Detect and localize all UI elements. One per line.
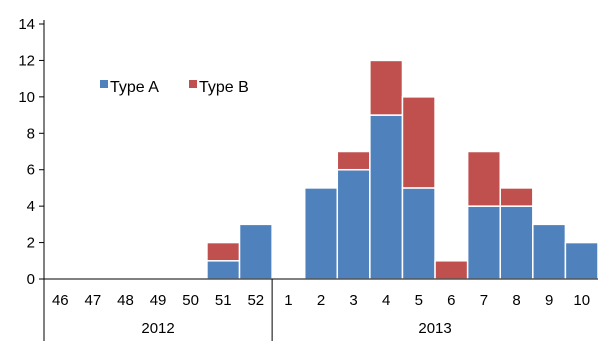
x-tick-label-48-2: 48: [117, 292, 134, 309]
y-tick-label-12: 12: [18, 52, 35, 69]
y-tick-label-14: 14: [18, 16, 35, 33]
bar-type-a-10: [564, 241, 598, 280]
bar-type-a-8: [499, 205, 534, 280]
legend-swatch-type-a: [100, 80, 108, 88]
x-tick-label-47-1: 47: [85, 292, 102, 309]
x-tick-label-52-6: 52: [247, 292, 264, 309]
bar-type-b-5: [401, 96, 436, 189]
x-tick-label-9-15: 9: [545, 292, 553, 309]
y-tick-label-2: 2: [27, 235, 35, 252]
x-tick-label-6-12: 6: [447, 292, 455, 309]
bar-type-a-51: [206, 260, 241, 280]
group-label-2013: 2013: [418, 320, 451, 337]
y-tick-label-10: 10: [18, 89, 35, 106]
bar-type-b-7: [466, 150, 501, 207]
x-tick-label-50-4: 50: [182, 292, 199, 309]
bar-type-a-5: [401, 187, 436, 280]
x-tick-label-46-0: 46: [52, 292, 69, 309]
bar-type-b-8: [499, 187, 534, 207]
axes-layer: [39, 20, 598, 341]
legend-swatch-type-b: [189, 80, 197, 88]
bar-type-a-7: [466, 205, 501, 280]
x-tick-label-7-13: 7: [480, 292, 488, 309]
bar-type-b-6: [434, 260, 469, 280]
legend-label-type-a: Type A: [110, 79, 159, 96]
bar-type-a-4: [369, 114, 404, 280]
x-tick-label-5-11: 5: [415, 292, 423, 309]
legend-label-type-b: Type B: [199, 79, 249, 96]
bar-type-a-9: [532, 223, 567, 280]
x-tick-label-49-3: 49: [150, 292, 167, 309]
legend: Type A Type B: [100, 79, 249, 96]
bar-type-b-3: [336, 150, 371, 171]
bar-type-b-4: [369, 59, 404, 116]
x-tick-label-51-5: 51: [215, 292, 232, 309]
group-label-2012: 2012: [141, 320, 174, 337]
x-tick-label-8-14: 8: [512, 292, 520, 309]
y-tick-label-4: 4: [27, 198, 35, 215]
bar-type-a-3: [336, 168, 371, 280]
y-tick-label-8: 8: [27, 125, 35, 142]
y-tick-label-6: 6: [27, 162, 35, 179]
x-tick-label-4-10: 4: [382, 292, 390, 309]
bar-type-a-2: [303, 187, 339, 280]
bars-layer: [206, 59, 598, 280]
x-tick-label-3-9: 3: [349, 292, 357, 309]
x-tick-label-1-7: 1: [284, 292, 292, 309]
x-tick-label-10-16: 10: [573, 292, 590, 309]
x-tick-label-2-8: 2: [317, 292, 325, 309]
bar-type-b-51: [206, 241, 241, 262]
y-tick-label-0: 0: [27, 271, 35, 288]
bar-type-a-52: [238, 223, 273, 280]
